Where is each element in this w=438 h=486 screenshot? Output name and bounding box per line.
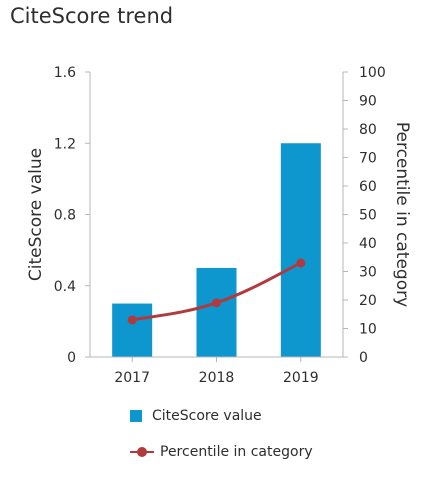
bars-layer xyxy=(112,143,321,357)
legend-bar-swatch xyxy=(130,410,142,422)
x-tick-label: 2017 xyxy=(114,370,150,386)
y-axis-label: CiteScore value xyxy=(26,148,46,281)
bar-2018 xyxy=(196,267,237,357)
right-tick-label: 50 xyxy=(359,208,377,224)
right-tick-label: 10 xyxy=(359,322,377,338)
bar-2019 xyxy=(280,143,321,357)
left-tick-label: 1.2 xyxy=(54,136,76,152)
legend-label-percentile: Percentile in category xyxy=(160,444,313,460)
legend-item-percentile: Percentile in category xyxy=(130,444,313,460)
chart-title: CiteScore trend xyxy=(10,4,174,28)
left-tick-label: 0.8 xyxy=(54,208,76,224)
right-tick-label: 70 xyxy=(359,151,377,167)
right-tick-label: 60 xyxy=(359,179,377,195)
line-layer xyxy=(127,258,306,325)
percentile-point-2019 xyxy=(296,258,306,268)
percentile-point-2018 xyxy=(212,298,221,308)
percentile-point-2017 xyxy=(127,315,137,325)
right-tick-label: 40 xyxy=(359,236,377,252)
y2-axis-label: Percentile in category xyxy=(392,122,412,307)
x-tick-label: 2019 xyxy=(283,370,319,386)
right-tick-label: 100 xyxy=(359,65,386,81)
axes-layer xyxy=(85,71,348,362)
left-tick-label: 0.4 xyxy=(54,279,76,295)
left-tick-label: 0 xyxy=(67,350,76,366)
bar-2017 xyxy=(112,303,153,357)
right-tick-label: 90 xyxy=(359,94,377,110)
legend-label-citescore-value: CiteScore value xyxy=(152,408,262,424)
right-tick-label: 0 xyxy=(359,350,368,366)
right-tick-label: 20 xyxy=(359,293,377,309)
right-tick-label: 30 xyxy=(359,265,377,281)
labels-layer: 0 0.4 0.8 1.2 1.6 0 10 20 30 40 50 60 70 80 90 100 2017 2… xyxy=(26,65,412,386)
right-tick-label: 80 xyxy=(359,122,377,138)
legend-item-citescore-value: CiteScore value xyxy=(130,408,262,424)
legend-line-swatch xyxy=(130,446,154,458)
left-tick-label: 1.6 xyxy=(54,65,76,81)
x-tick-label: 2018 xyxy=(199,370,235,386)
